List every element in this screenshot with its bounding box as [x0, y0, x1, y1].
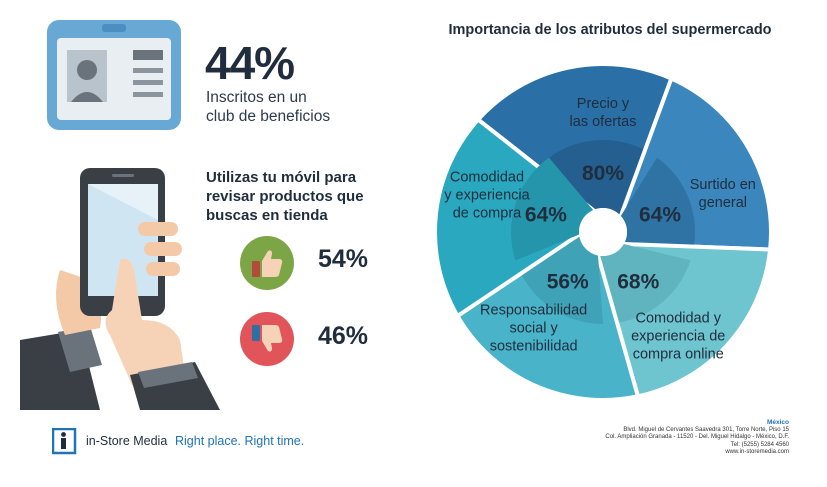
wheel-segment-inner — [598, 244, 691, 324]
wheel-segment-label: Comodidad y experiencia de compra online — [631, 311, 725, 363]
wheel-segment-inner — [511, 157, 594, 261]
brand-name: in-Store Media — [86, 434, 168, 448]
mobile-question-line1: Utilizas tu móvil para — [206, 169, 357, 186]
wheel-segment-value: 64% — [639, 203, 681, 226]
yes-percentage: 54% — [318, 245, 369, 273]
no-percentage: 46% — [318, 322, 369, 350]
mobile-question-line2: revisar productos que — [206, 188, 364, 205]
address-city: México — [766, 419, 789, 426]
wheel-segment-value: 68% — [617, 271, 659, 294]
address-block: México Blvd. Miguel de Cervantes Saavedr… — [529, 419, 789, 457]
attributes-wheel: 80% Precio y las ofertas 64% Surtido en gener… — [433, 62, 773, 402]
address-line2: Col. Ampliación Granada - 11520 - Del. M… — [605, 434, 789, 440]
wheel-segment-value: 80% — [582, 162, 624, 185]
wheel-segment-value: 64% — [525, 203, 567, 226]
club-percentage: 44% — [205, 37, 295, 89]
mobile-question: Utilizas tu móvil para revisar productos… — [206, 168, 406, 225]
instore-logo-icon — [52, 428, 77, 455]
thumbs-up-icon — [240, 236, 294, 290]
mobile-question-line3: buscas en tienda — [206, 207, 328, 224]
id-card-icon — [47, 20, 181, 130]
wheel-segment-label: Responsabilidad social y sostenibilidad — [480, 302, 587, 354]
thumbs-down-icon — [240, 312, 294, 366]
club-label-line2: club de beneficios — [206, 108, 331, 125]
wheel-segment-value: 56% — [547, 271, 589, 294]
tagline: Right place. Right time. — [175, 434, 305, 448]
hand-phone-illustration — [20, 168, 220, 410]
address-website: www.in-storemedia.com — [725, 449, 789, 455]
address-line1: Blvd. Miguel de Cervantes Saavedra 301, … — [623, 426, 789, 433]
wheel-segment-label: Comodidad y experiencia de compra — [444, 169, 530, 221]
wheel-segment-inner — [620, 157, 695, 261]
wheel-segment-label: Surtido en general — [690, 177, 756, 211]
club-label: Inscritos en un club de beneficios — [206, 88, 366, 126]
club-label-line1: Inscritos en un — [206, 89, 307, 106]
address-phone: Tel: (5255) 5284 4560 — [730, 441, 789, 448]
wheel-title: Importancia de los atributos del superme… — [448, 22, 772, 38]
wheel-segment-label: Precio y las ofertas — [570, 96, 637, 130]
wheel-center-hole — [579, 208, 627, 256]
